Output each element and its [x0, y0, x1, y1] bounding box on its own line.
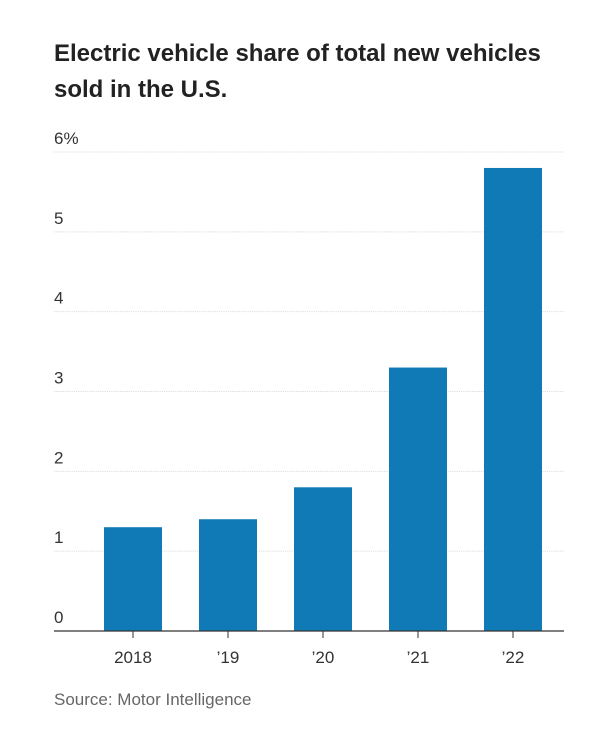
bar-chart: 0 1 2 3 4 5 6% 2018 ’19 ’20 ’21 ’22: [54, 129, 564, 667]
chart-title: Electric vehicle share of total new vehi…: [54, 40, 541, 103]
x-tick-label: ’22: [502, 648, 525, 667]
x-tick-label: ’20: [312, 648, 335, 667]
y-tick-label: 6%: [54, 129, 79, 148]
y-tick-label: 2: [54, 448, 63, 467]
x-tick-label: ’21: [407, 648, 430, 667]
y-tick-label: 5: [54, 209, 63, 228]
y-tick-label: 1: [54, 528, 63, 547]
bar: [484, 167, 542, 631]
bar: [104, 527, 162, 631]
source-note: Source: Motor Intelligence: [54, 690, 252, 709]
y-tick-label: 0: [54, 608, 63, 627]
gridlines: 0 1 2 3 4 5 6%: [54, 129, 564, 627]
bar: [294, 487, 352, 631]
x-axis: 2018 ’19 ’20 ’21 ’22: [54, 630, 564, 667]
x-tick-label: ’19: [217, 648, 240, 667]
y-tick-label: 3: [54, 369, 63, 388]
bar: [389, 367, 447, 631]
x-tick-label: 2018: [114, 648, 152, 667]
y-tick-label: 4: [54, 289, 63, 308]
bar: [199, 519, 257, 631]
bars: [104, 167, 542, 631]
